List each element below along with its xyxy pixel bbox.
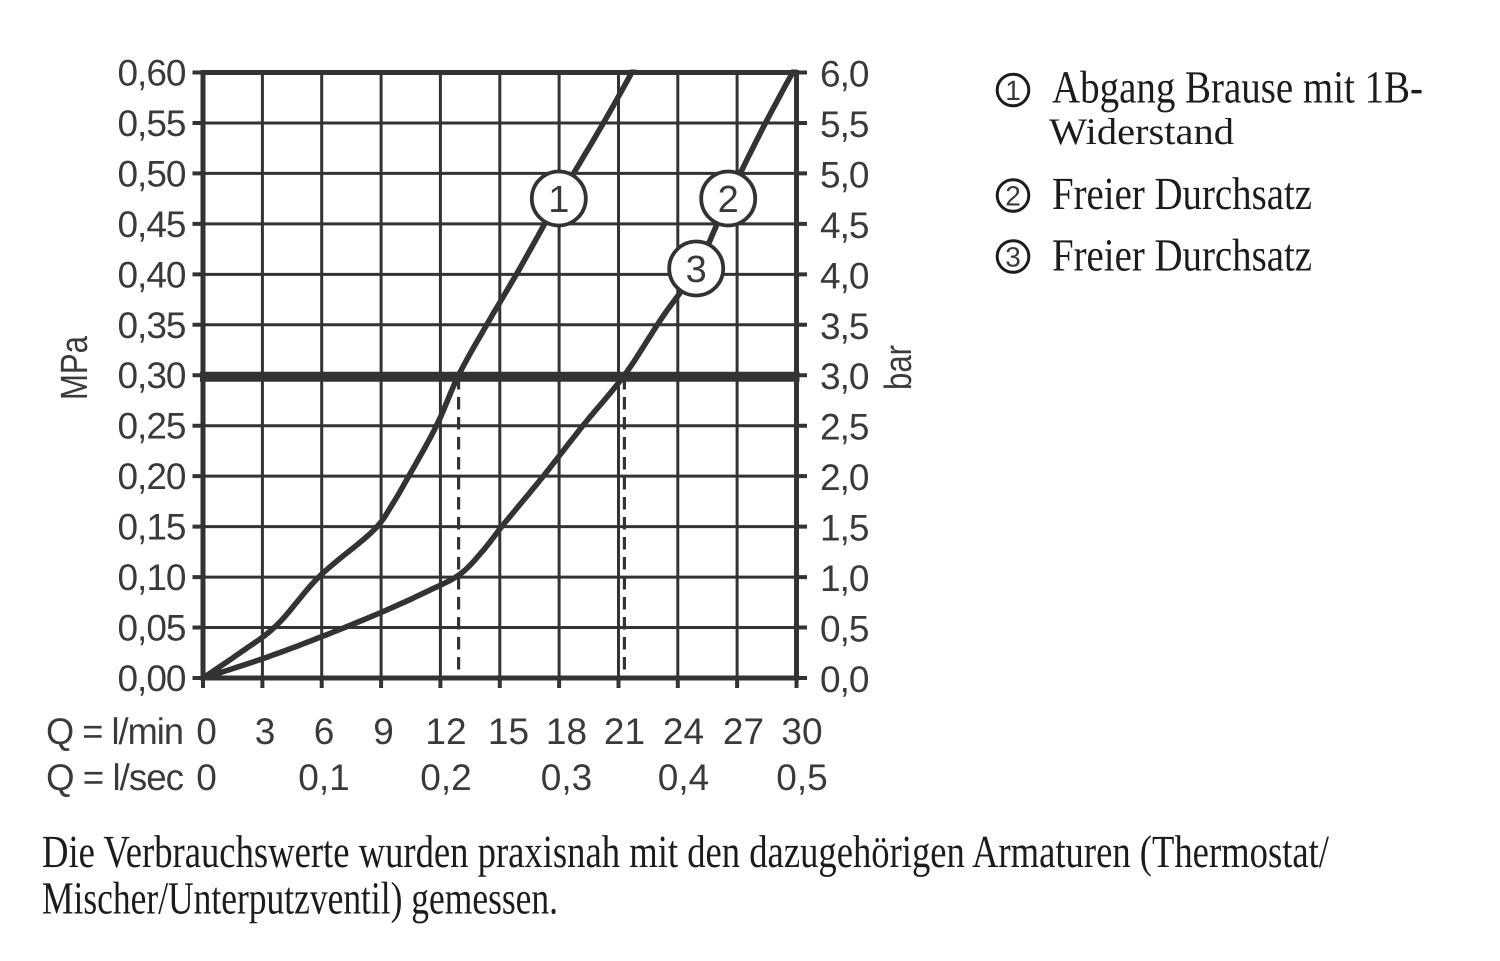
svg-text:0,4: 0,4 (658, 757, 709, 798)
svg-text:3,5: 3,5 (820, 306, 869, 347)
svg-text:1: 1 (1005, 75, 1021, 106)
svg-text:0,55: 0,55 (117, 103, 185, 144)
svg-text:0,25: 0,25 (117, 406, 185, 447)
svg-text:0,30: 0,30 (117, 355, 185, 396)
svg-text:1,0: 1,0 (820, 558, 869, 599)
svg-text:1,5: 1,5 (820, 508, 869, 549)
svg-text:0: 0 (196, 757, 217, 798)
svg-text:2,0: 2,0 (820, 457, 869, 498)
svg-text:0,1: 0,1 (298, 757, 349, 798)
svg-text:6: 6 (314, 711, 335, 752)
svg-text:Mischer/Unterputzventil) gemes: Mischer/Unterputzventil) gemessen. (42, 873, 558, 924)
svg-text:0,3: 0,3 (541, 757, 592, 798)
svg-text:Freier Durchsatz: Freier Durchsatz (1052, 168, 1312, 219)
svg-text:15: 15 (488, 711, 529, 752)
svg-text:0: 0 (196, 711, 217, 752)
svg-text:0,2: 0,2 (420, 757, 471, 798)
svg-text:3,0: 3,0 (820, 356, 869, 397)
svg-text:0,05: 0,05 (117, 608, 185, 649)
svg-text:0,20: 0,20 (117, 456, 185, 497)
svg-text:27: 27 (723, 711, 764, 752)
svg-text:Widerstand: Widerstand (1049, 112, 1234, 153)
svg-text:Q = l/sec: Q = l/sec (46, 757, 183, 798)
svg-text:Abgang Brause mit 1B-: Abgang Brause mit 1B- (1052, 62, 1423, 113)
svg-text:12: 12 (425, 711, 466, 752)
svg-text:9: 9 (373, 711, 394, 752)
svg-text:6,0: 6,0 (820, 54, 869, 95)
svg-text:24: 24 (663, 711, 704, 752)
svg-text:1: 1 (548, 179, 569, 221)
svg-text:5,5: 5,5 (820, 104, 869, 145)
svg-text:0,0: 0,0 (820, 659, 869, 700)
svg-text:0,15: 0,15 (117, 507, 185, 548)
svg-text:18: 18 (546, 711, 587, 752)
svg-text:5,0: 5,0 (820, 154, 869, 195)
svg-text:21: 21 (604, 711, 645, 752)
svg-text:bar: bar (878, 345, 920, 390)
svg-text:2: 2 (718, 179, 739, 221)
svg-text:2: 2 (1005, 181, 1021, 212)
svg-text:0,50: 0,50 (117, 153, 185, 194)
svg-text:3: 3 (1005, 242, 1021, 273)
svg-text:MPa: MPa (54, 335, 96, 400)
svg-text:3: 3 (255, 711, 276, 752)
svg-text:4,5: 4,5 (820, 205, 869, 246)
svg-text:0,5: 0,5 (820, 609, 869, 650)
svg-text:0,00: 0,00 (117, 658, 185, 699)
svg-text:4,0: 4,0 (820, 255, 869, 296)
svg-text:30: 30 (781, 711, 822, 752)
svg-text:0,45: 0,45 (117, 204, 185, 245)
svg-text:Die Verbrauchswerte wurden pra: Die Verbrauchswerte wurden praxisnah mit… (42, 826, 1329, 877)
svg-text:0,60: 0,60 (117, 53, 185, 94)
svg-text:3: 3 (686, 249, 707, 291)
svg-text:0,35: 0,35 (117, 305, 185, 346)
svg-text:Freier Durchsatz: Freier Durchsatz (1052, 230, 1312, 281)
svg-text:0,10: 0,10 (117, 557, 185, 598)
svg-text:0,40: 0,40 (117, 254, 185, 295)
svg-text:2,5: 2,5 (820, 407, 869, 448)
svg-text:Q = l/min: Q = l/min (46, 711, 183, 752)
svg-text:0,5: 0,5 (776, 757, 827, 798)
